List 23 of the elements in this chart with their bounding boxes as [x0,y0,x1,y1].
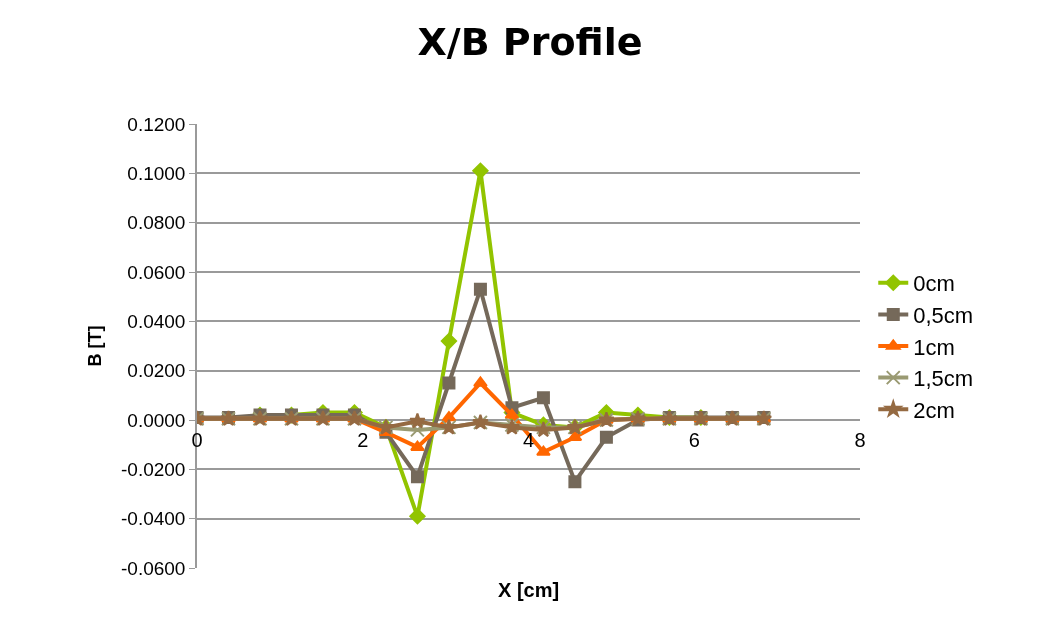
y-tick-label: -0.0600 [121,557,186,579]
legend-label: 0cm [913,271,955,297]
x-tick-label: 8 [854,429,866,451]
x-tick-label: 6 [688,429,700,451]
y-axis-title: B [T] [84,325,105,367]
legend-label: 1cm [913,334,955,360]
y-tick-label: 0.0600 [127,261,186,283]
legend-label: 1,5cm [913,366,974,392]
y-tick-label: 0.0000 [127,409,186,431]
y-tick-label: 0.0800 [127,212,186,234]
y-tick-label: -0.0400 [121,508,186,530]
legend-label: 2cm [913,397,955,423]
y-tick-label: 0.0200 [127,360,186,382]
x-tick-label: 0 [191,429,203,451]
x-tick-label: 2 [357,429,369,451]
chart-title: X/B Profile [417,19,643,64]
y-tick-label: -0.0200 [121,458,186,480]
legend-label: 0,5cm [913,302,974,328]
x-axis-title: X [cm] [498,579,560,601]
y-tick-label: 0.0400 [127,310,186,332]
y-tick-label: 0.1000 [127,162,186,184]
x-tick-label: 4 [522,429,535,451]
y-tick-label: 0.1200 [127,113,186,135]
